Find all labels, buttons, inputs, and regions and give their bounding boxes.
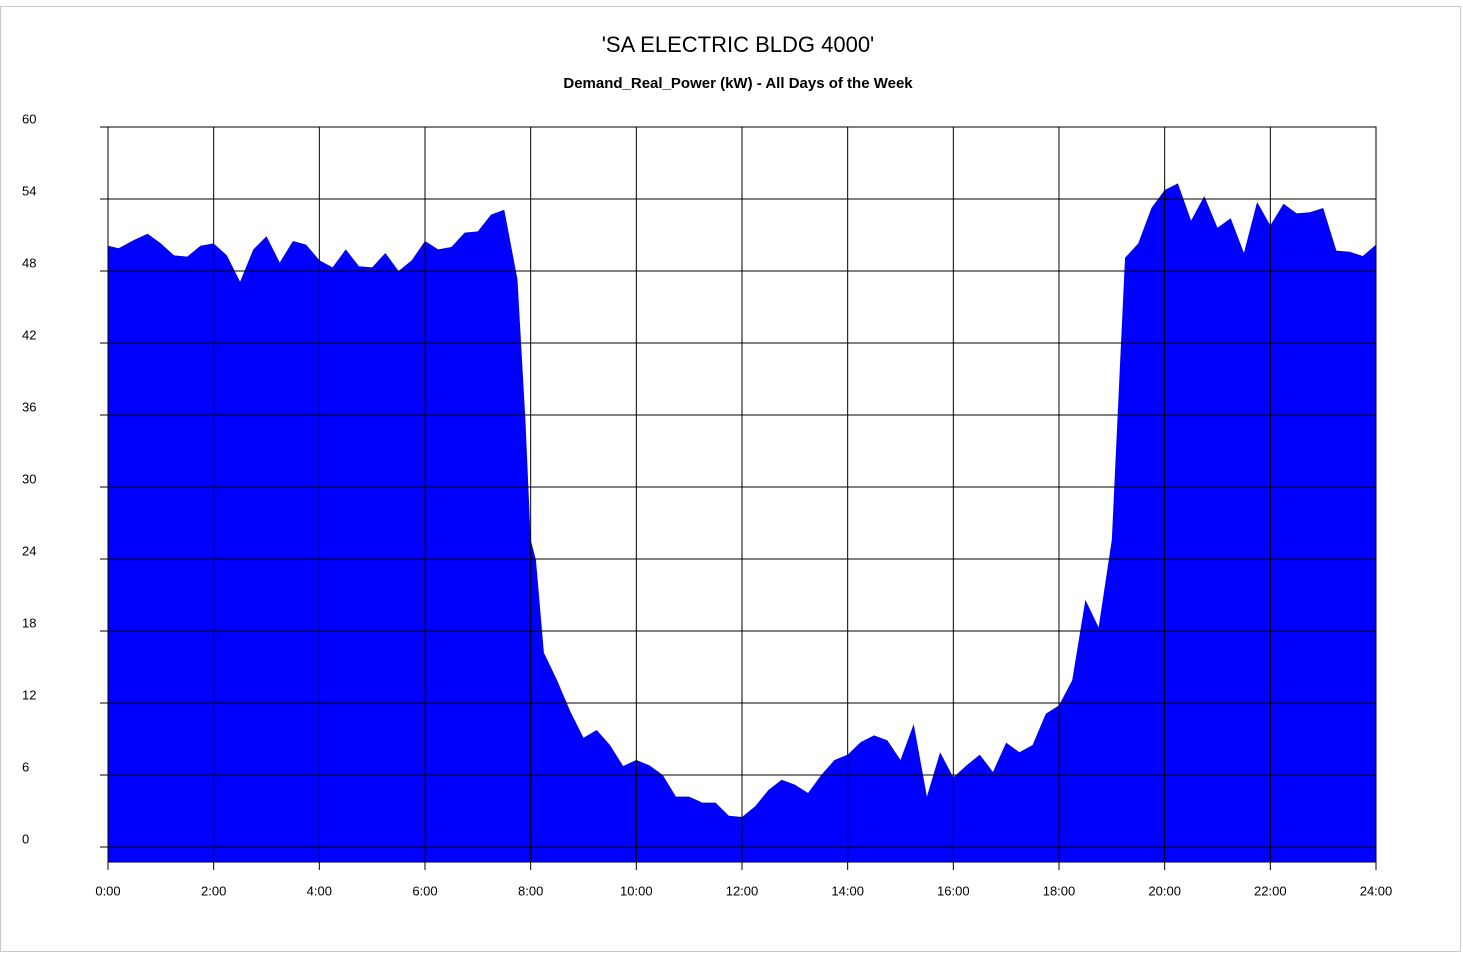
y-tick-label: 0 [22, 831, 29, 846]
x-tick-label: 18:00 [1043, 883, 1076, 898]
x-tick-label: 24:00 [1360, 883, 1393, 898]
x-tick-label: 14:00 [831, 883, 864, 898]
x-tick-label: 12:00 [726, 883, 759, 898]
chart-title: 'SA ELECTRIC BLDG 4000' [602, 32, 875, 57]
y-tick-label: 6 [22, 759, 29, 774]
y-tick-label: 54 [22, 183, 36, 198]
x-tick-label: 22:00 [1254, 883, 1287, 898]
y-tick-label: 24 [22, 543, 36, 558]
y-tick-label: 30 [22, 471, 36, 486]
y-tick-label: 42 [22, 327, 36, 342]
x-tick-label: 16:00 [937, 883, 970, 898]
x-tick-label: 2:00 [201, 883, 226, 898]
x-tick-label: 20:00 [1148, 883, 1181, 898]
x-tick-label: 4:00 [307, 883, 332, 898]
y-tick-label: 60 [22, 111, 36, 126]
y-tick-label: 36 [22, 399, 36, 414]
y-tick-label: 48 [22, 255, 36, 270]
x-tick-label: 0:00 [95, 883, 120, 898]
x-tick-label: 8:00 [518, 883, 543, 898]
x-tick-label: 6:00 [412, 883, 437, 898]
plot-border [107, 126, 1377, 863]
y-tick-label: 18 [22, 615, 36, 630]
x-tick-label: 10:00 [620, 883, 653, 898]
chart-subtitle: Demand_Real_Power (kW) - All Days of the… [563, 75, 913, 92]
y-tick-label: 12 [22, 687, 36, 702]
